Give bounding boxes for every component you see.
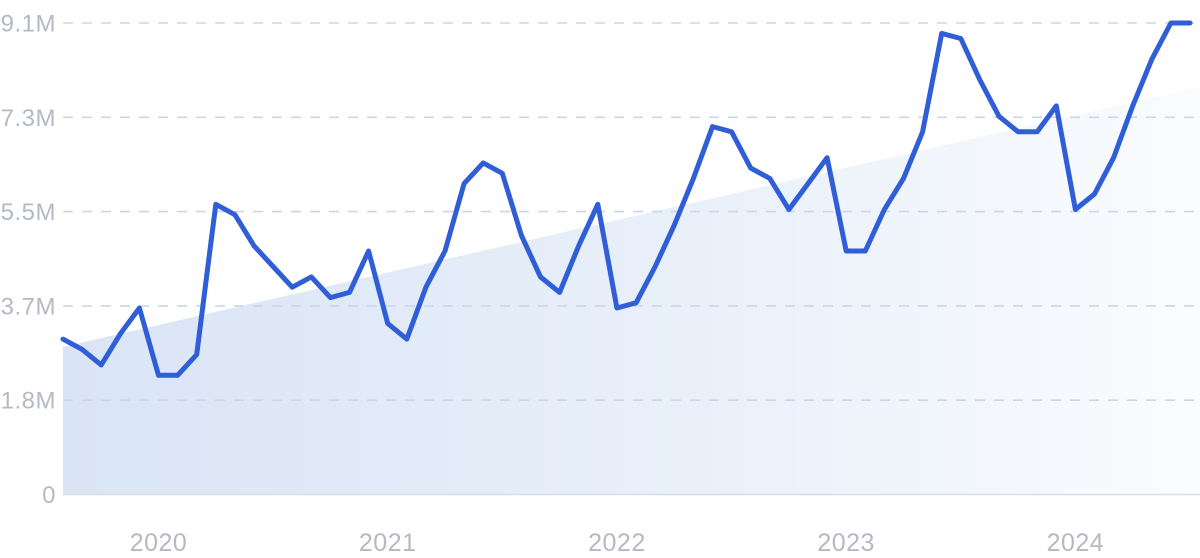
trend-area-fill	[63, 86, 1200, 495]
x-axis-label: 2020	[130, 529, 188, 557]
x-axis-label: 2024	[1047, 529, 1105, 557]
y-axis-label: 7.3M	[1, 105, 56, 132]
x-axis-label: 2022	[588, 529, 646, 557]
series-line[interactable]	[60, 20, 1193, 378]
y-axis-label: 0	[42, 482, 56, 509]
y-axis-label: 3.7M	[1, 293, 56, 320]
y-axis-label: 5.5M	[1, 199, 56, 226]
y-axis-label: 9.1M	[1, 11, 56, 38]
x-axis-label: 2021	[359, 529, 417, 557]
x-axis-label: 2023	[817, 529, 875, 557]
y-axis-label: 1.8M	[1, 388, 56, 415]
